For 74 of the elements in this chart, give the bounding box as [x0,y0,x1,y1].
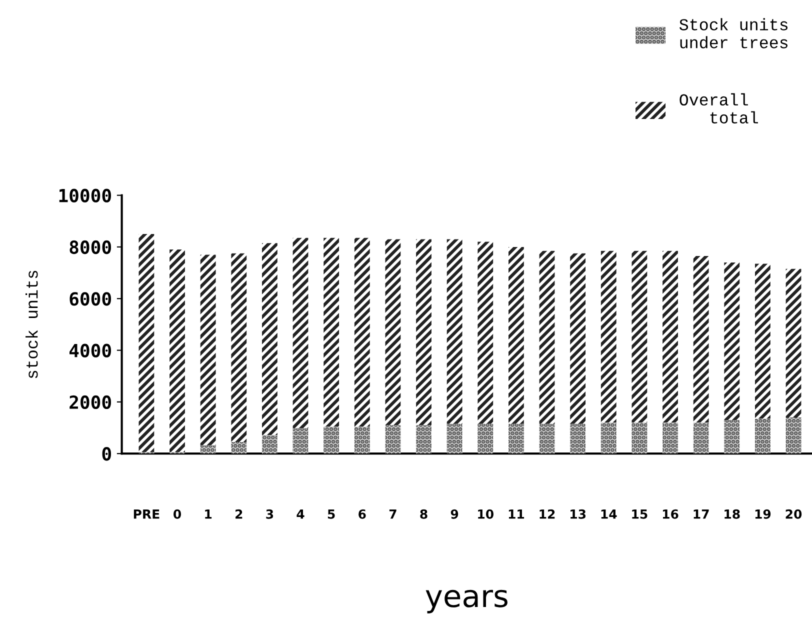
bar [292,428,308,454]
bar [385,425,401,454]
x-tick-label: 12 [540,509,555,519]
x-tick-label: 10 [478,509,494,519]
bar [354,426,370,454]
bar [508,424,524,454]
x-tick-label: 11 [508,510,524,519]
bar [446,239,462,424]
bar [754,264,770,419]
x-tick-label: 1 [205,510,212,519]
bar [292,238,308,428]
y-tick-label: 6000 [70,292,111,306]
bar [478,424,494,454]
x-tick-label: 6 [358,509,366,519]
legend-label: Stock units under trees [679,18,788,48]
bar [570,253,586,424]
bar [416,239,432,426]
x-tick-label: 19 [755,509,771,519]
bar [693,422,709,454]
y-tick-label: 10000 [59,188,111,202]
x-tick-label: 18 [724,509,740,519]
bar [262,243,278,435]
bar [231,442,247,454]
bar [200,445,216,454]
bar [200,254,216,446]
x-tick-label: PRE [134,510,160,519]
bar [385,239,401,426]
x-axis-title: years [426,590,508,614]
bar [508,246,524,424]
bar [786,417,802,454]
y-tick-label: 0 [102,447,111,461]
bar [786,268,802,418]
bar [724,420,740,454]
bar [324,426,340,454]
bar [754,418,770,454]
y-tick-label: 4000 [70,344,111,358]
bar [600,250,616,423]
x-tick-label: 16 [662,509,678,519]
bar [478,242,494,424]
x-tick-label: 9 [450,509,458,519]
bar [570,424,586,454]
x-tick-label: 7 [389,510,396,519]
bar [170,250,185,452]
bar [600,422,616,454]
bar [632,422,648,454]
bar [539,250,555,424]
x-tick-label: 13 [570,509,586,519]
legend-label: Overall total [680,93,758,124]
bar [138,234,154,452]
bar [724,262,740,420]
x-tick-label: 15 [632,510,648,519]
bar [539,424,555,454]
bar [231,253,247,442]
bar [632,250,648,423]
bar [693,256,709,423]
bar [446,424,462,454]
y-tick-label: 8000 [70,240,111,254]
bar [324,238,340,427]
x-tick-label: 14 [601,510,617,519]
bar [262,435,278,454]
x-tick-label: 17 [694,510,709,519]
x-tick-label: 0 [174,509,182,519]
bar [662,250,678,423]
bar [354,238,370,427]
x-tick-label: 8 [420,509,428,519]
x-tick-label: 20 [786,509,802,519]
y-tick-label: 2000 [70,395,111,410]
y-axis-title: stock units [26,270,38,378]
x-tick-label: 4 [296,510,304,519]
x-tick-label: 5 [328,510,335,519]
bar [416,425,432,454]
x-tick-label: 3 [266,509,274,519]
x-tick-label: 2 [236,509,242,519]
bar [662,422,678,454]
